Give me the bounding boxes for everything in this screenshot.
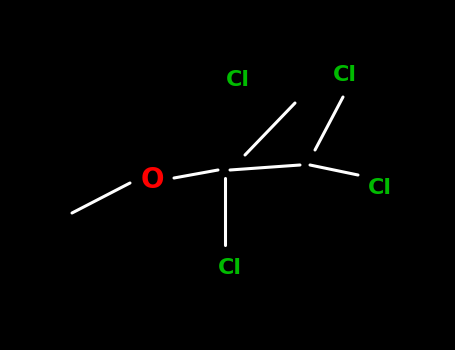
Text: Cl: Cl — [218, 258, 242, 278]
Text: O: O — [140, 166, 164, 194]
Text: Cl: Cl — [333, 65, 357, 85]
Text: Cl: Cl — [226, 70, 250, 90]
Text: Cl: Cl — [368, 178, 392, 198]
